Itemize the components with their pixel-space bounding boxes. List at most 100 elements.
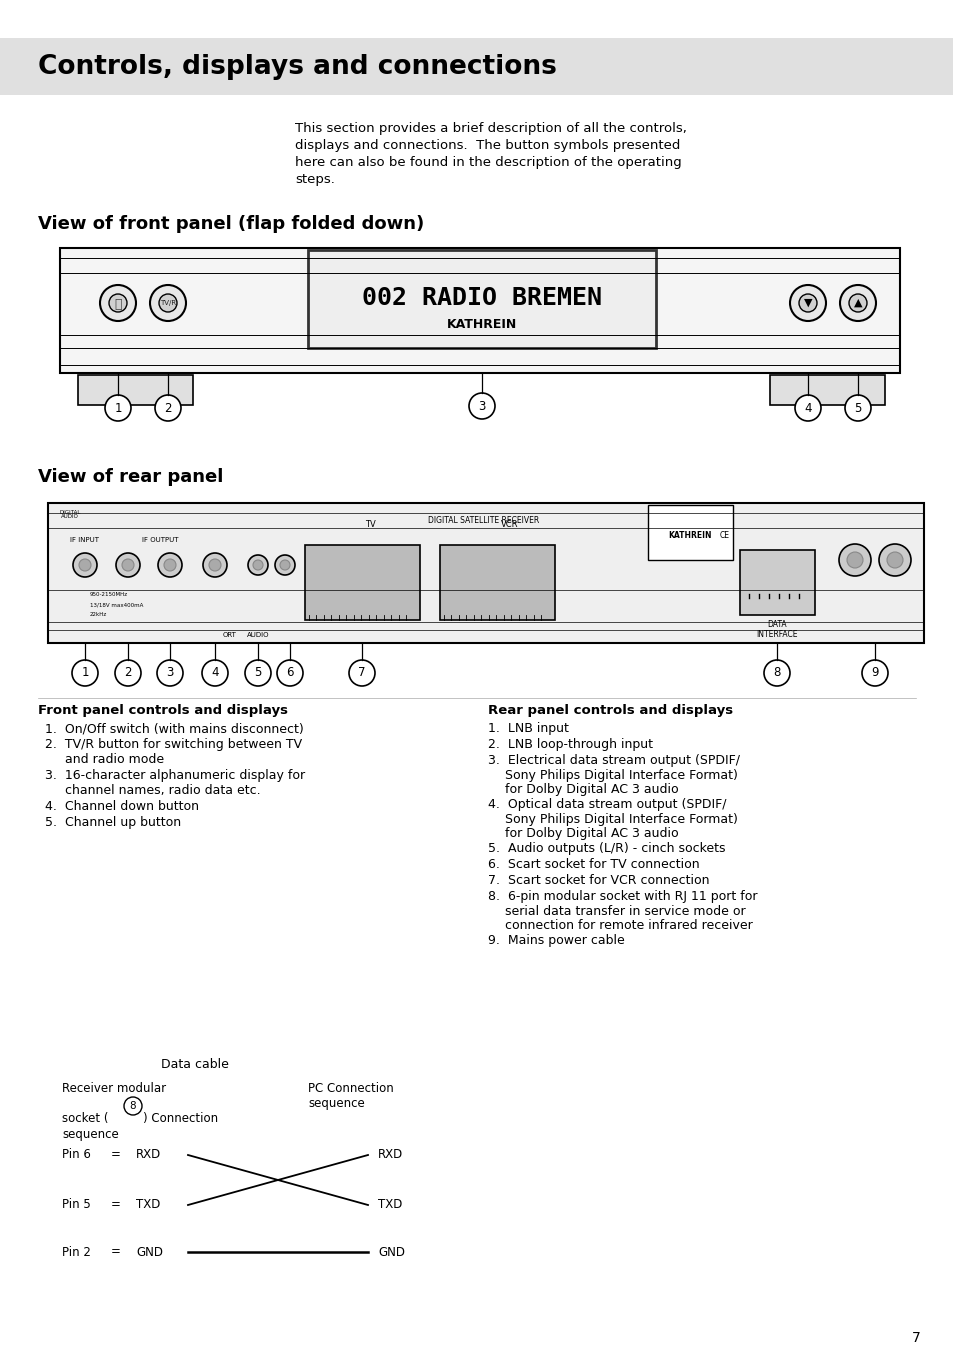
Circle shape bbox=[763, 660, 789, 685]
Text: 1: 1 bbox=[114, 402, 122, 415]
Circle shape bbox=[280, 560, 290, 571]
Text: 6: 6 bbox=[286, 667, 294, 680]
Text: GND: GND bbox=[377, 1245, 405, 1259]
Text: Controls, displays and connections: Controls, displays and connections bbox=[38, 54, 557, 80]
Circle shape bbox=[202, 660, 228, 685]
Text: PC Connection: PC Connection bbox=[308, 1082, 394, 1095]
Circle shape bbox=[158, 553, 182, 577]
Text: 2: 2 bbox=[124, 667, 132, 680]
Text: 4: 4 bbox=[803, 402, 811, 415]
Text: TV/R: TV/R bbox=[160, 300, 176, 306]
Text: for Dolby Digital AC 3 audio: for Dolby Digital AC 3 audio bbox=[504, 783, 678, 796]
Text: ▲: ▲ bbox=[853, 297, 862, 308]
Text: RXD: RXD bbox=[377, 1148, 403, 1161]
Text: ORT: ORT bbox=[223, 631, 236, 638]
Text: TXD: TXD bbox=[377, 1198, 402, 1211]
Circle shape bbox=[878, 544, 910, 576]
Circle shape bbox=[209, 558, 221, 571]
Text: 22kHz: 22kHz bbox=[90, 612, 107, 618]
Text: 3: 3 bbox=[166, 667, 173, 680]
Text: Front panel controls and displays: Front panel controls and displays bbox=[38, 704, 288, 717]
Circle shape bbox=[349, 660, 375, 685]
Text: 5: 5 bbox=[854, 402, 861, 415]
Text: Data cable: Data cable bbox=[161, 1059, 229, 1071]
Circle shape bbox=[840, 285, 875, 320]
Text: 3: 3 bbox=[477, 399, 485, 412]
Text: 5.  Channel up button: 5. Channel up button bbox=[45, 817, 181, 829]
Text: 5.  Audio outputs (L/R) - cinch sockets: 5. Audio outputs (L/R) - cinch sockets bbox=[488, 842, 724, 854]
Text: Rear panel controls and displays: Rear panel controls and displays bbox=[488, 704, 732, 717]
Circle shape bbox=[71, 660, 98, 685]
Text: View of front panel (flap folded down): View of front panel (flap folded down) bbox=[38, 215, 424, 233]
FancyBboxPatch shape bbox=[60, 247, 899, 373]
Circle shape bbox=[203, 553, 227, 577]
FancyBboxPatch shape bbox=[769, 375, 884, 406]
Circle shape bbox=[79, 558, 91, 571]
Text: INTERFACE: INTERFACE bbox=[756, 630, 797, 639]
Text: ⭘: ⭘ bbox=[114, 299, 122, 311]
Text: This section provides a brief description of all the controls,: This section provides a brief descriptio… bbox=[294, 122, 686, 135]
Text: KATHREIN: KATHREIN bbox=[667, 530, 711, 539]
Text: sequence: sequence bbox=[308, 1096, 364, 1110]
Text: Pin 6: Pin 6 bbox=[62, 1148, 91, 1161]
Circle shape bbox=[105, 395, 131, 420]
FancyBboxPatch shape bbox=[308, 333, 656, 339]
Circle shape bbox=[253, 560, 263, 571]
Text: channel names, radio data etc.: channel names, radio data etc. bbox=[65, 784, 260, 796]
Text: sequence: sequence bbox=[62, 1128, 118, 1141]
Text: ▼: ▼ bbox=[803, 297, 811, 308]
Text: for Dolby Digital AC 3 audio: for Dolby Digital AC 3 audio bbox=[504, 827, 678, 840]
Text: View of rear panel: View of rear panel bbox=[38, 468, 223, 485]
Text: 4.  Channel down button: 4. Channel down button bbox=[45, 800, 199, 813]
Text: IF INPUT: IF INPUT bbox=[71, 537, 99, 544]
FancyBboxPatch shape bbox=[740, 550, 814, 615]
Circle shape bbox=[122, 558, 133, 571]
Text: DATA: DATA bbox=[766, 621, 786, 629]
Text: CE: CE bbox=[720, 530, 729, 539]
Circle shape bbox=[248, 556, 268, 575]
Text: =: = bbox=[111, 1245, 121, 1259]
Text: 7: 7 bbox=[358, 667, 365, 680]
Text: 3.  Electrical data stream output (SPDIF/: 3. Electrical data stream output (SPDIF/ bbox=[488, 754, 740, 767]
Text: 2.  LNB loop-through input: 2. LNB loop-through input bbox=[488, 738, 652, 750]
Circle shape bbox=[164, 558, 175, 571]
Text: 9.  Mains power cable: 9. Mains power cable bbox=[488, 934, 624, 946]
Text: 7.  Scart socket for VCR connection: 7. Scart socket for VCR connection bbox=[488, 873, 709, 887]
Circle shape bbox=[846, 552, 862, 568]
Text: 002 RADIO BREMEN: 002 RADIO BREMEN bbox=[361, 287, 601, 310]
Circle shape bbox=[799, 293, 816, 312]
Text: 3.  16-character alphanumeric display for: 3. 16-character alphanumeric display for bbox=[45, 769, 305, 781]
Circle shape bbox=[154, 395, 181, 420]
Text: 4: 4 bbox=[211, 667, 218, 680]
Text: 9: 9 bbox=[870, 667, 878, 680]
Text: 7: 7 bbox=[911, 1330, 920, 1345]
Text: IF OUTPUT: IF OUTPUT bbox=[142, 537, 178, 544]
Text: 950-2150MHz: 950-2150MHz bbox=[90, 592, 128, 598]
Text: connection for remote infrared receiver: connection for remote infrared receiver bbox=[504, 919, 752, 932]
Circle shape bbox=[276, 660, 303, 685]
Text: 6.  Scart socket for TV connection: 6. Scart socket for TV connection bbox=[488, 859, 699, 871]
Text: RXD: RXD bbox=[136, 1148, 161, 1161]
Text: 1: 1 bbox=[81, 667, 89, 680]
Text: 5: 5 bbox=[254, 667, 261, 680]
Text: 2: 2 bbox=[164, 402, 172, 415]
Circle shape bbox=[150, 285, 186, 320]
Text: and radio mode: and radio mode bbox=[65, 753, 164, 767]
Circle shape bbox=[848, 293, 866, 312]
Text: TXD: TXD bbox=[136, 1198, 160, 1211]
Text: 8: 8 bbox=[130, 1101, 136, 1111]
Circle shape bbox=[844, 395, 870, 420]
FancyBboxPatch shape bbox=[305, 545, 419, 621]
Circle shape bbox=[109, 293, 127, 312]
Text: steps.: steps. bbox=[294, 173, 335, 187]
Circle shape bbox=[794, 395, 821, 420]
Circle shape bbox=[862, 660, 887, 685]
Circle shape bbox=[116, 553, 140, 577]
Circle shape bbox=[157, 660, 183, 685]
FancyBboxPatch shape bbox=[308, 250, 656, 347]
Circle shape bbox=[115, 660, 141, 685]
Circle shape bbox=[124, 1096, 142, 1115]
Text: VCR: VCR bbox=[500, 521, 518, 529]
Text: 4.  Optical data stream output (SPDIF/: 4. Optical data stream output (SPDIF/ bbox=[488, 798, 726, 811]
Text: 1.  On/Off switch (with mains disconnect): 1. On/Off switch (with mains disconnect) bbox=[45, 722, 303, 735]
